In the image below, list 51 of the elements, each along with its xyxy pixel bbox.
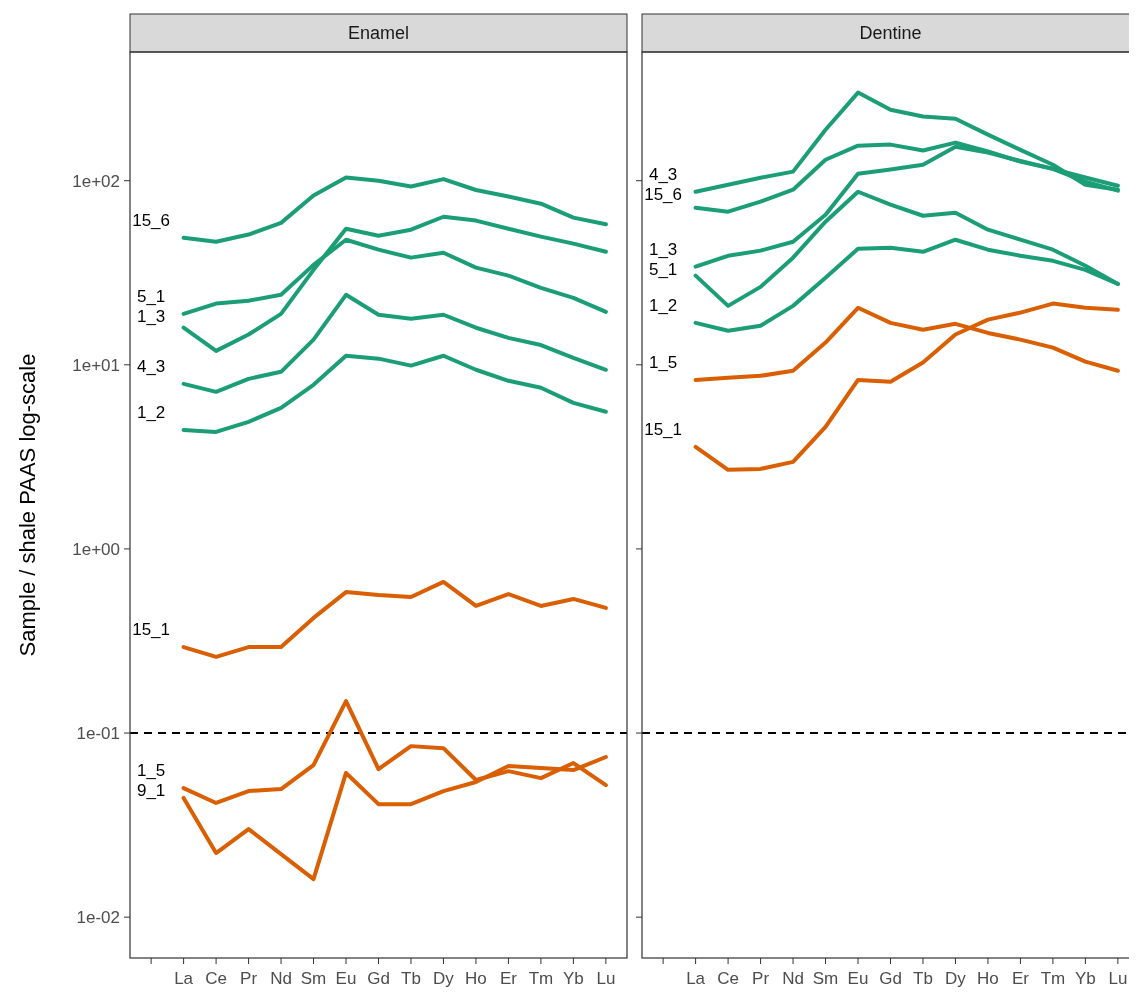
x-tick-label: Ho (465, 969, 487, 988)
y-axis-title: Sample / shale PAAS log-scale (15, 353, 40, 657)
x-tick-label: Tb (401, 969, 421, 988)
series-label: 15_6 (132, 210, 171, 230)
x-tick-label: La (686, 969, 706, 988)
x-tick-label: Dy (433, 969, 455, 988)
x-tick-label: La (174, 969, 194, 988)
x-tick-label: Er (1011, 969, 1030, 988)
y-tick-label: 1e+01 (72, 355, 120, 375)
series-label: 4_3 (136, 356, 166, 376)
y-tick-label: 1e-01 (76, 724, 120, 744)
x-tick-label: Tm (528, 969, 554, 988)
series-label: 15_1 (132, 620, 171, 640)
x-tick-label: Ho (977, 969, 999, 988)
x-tick-label: Tm (1040, 969, 1066, 988)
x-tick-label: Gd (879, 969, 902, 988)
x-tick-label: Sm (300, 969, 327, 988)
x-tick-label: Gd (367, 969, 390, 988)
series-label: 1_2 (136, 402, 166, 422)
x-tick-label: Ce (717, 969, 739, 988)
x-tick-label: Pr (240, 969, 258, 988)
chart-title: Dentine (859, 23, 922, 43)
x-tick-label: Nd (782, 969, 804, 988)
x-tick-label: Yb (1075, 969, 1096, 988)
y-tick-label: 1e+02 (72, 171, 120, 191)
x-tick-label: Pr (752, 969, 770, 988)
x-tick-label: Sm (812, 969, 839, 988)
series-label: 1_3 (136, 306, 166, 326)
series-label: 1_5 (136, 761, 166, 781)
x-tick-label: Lu (1108, 969, 1128, 988)
x-tick-label: Eu (335, 969, 357, 988)
x-tick-label: Eu (847, 969, 869, 988)
y-tick-label: 1e+00 (72, 539, 120, 559)
series-label: 5_1 (136, 286, 166, 306)
chart-title: Enamel (347, 23, 410, 43)
y-tick-label: 1e-02 (76, 908, 120, 928)
x-tick-label: Yb (563, 969, 584, 988)
series-label: 1_3 (648, 239, 678, 259)
x-tick-label: Er (499, 969, 518, 988)
series-label: 9_1 (136, 781, 166, 801)
x-tick-label: Nd (270, 969, 292, 988)
series-label: 5_1 (648, 259, 678, 279)
series-label: 15_1 (644, 419, 683, 439)
x-tick-label: Lu (596, 969, 616, 988)
series-label: 1_5 (648, 352, 678, 372)
x-tick-label: Dy (945, 969, 967, 988)
x-tick-label: Tb (913, 969, 933, 988)
series-label: 15_6 (644, 184, 683, 204)
x-tick-label: Ce (205, 969, 227, 988)
series-label: 4_3 (648, 164, 678, 184)
series-label: 1_2 (648, 295, 678, 315)
